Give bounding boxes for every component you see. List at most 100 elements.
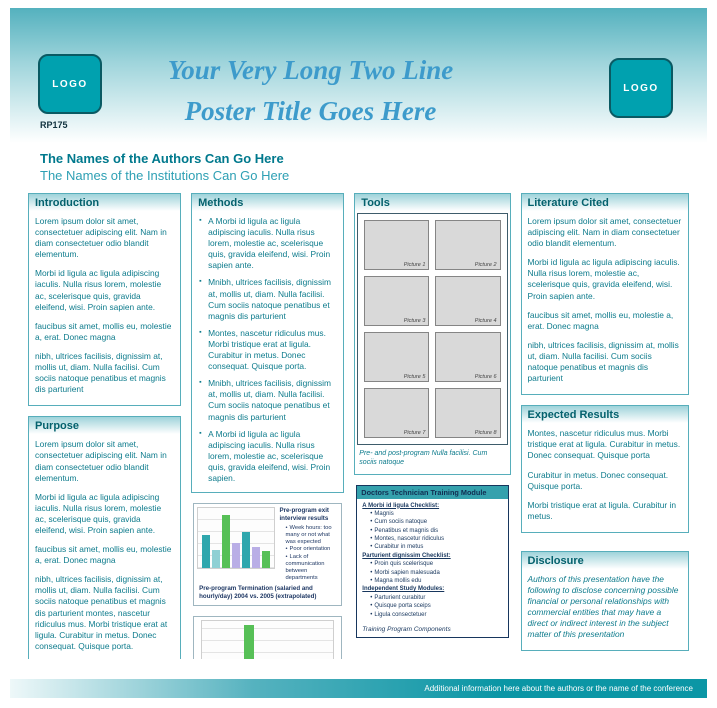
chart-bar: [232, 542, 241, 569]
list-item: Morbi sapien malesuada: [370, 569, 502, 577]
poster-code: RP175: [40, 120, 68, 130]
disclosure-body: Authors of this presentation have the fo…: [522, 569, 688, 651]
module-list: Proin quis scelerisque Morbi sapien male…: [362, 560, 502, 585]
list-item: A Morbi id ligula ac ligula adipiscing i…: [199, 429, 337, 484]
paragraph: Curabitur in metus. Donec consequat. Qui…: [527, 469, 669, 491]
purpose-heading: Purpose: [29, 417, 181, 435]
list-item: Proin quis scelerisque: [370, 560, 502, 568]
section-introduction: Introduction Lorem ipsum dolor sit amet,…: [28, 193, 182, 407]
expected-results-body: Montes, nascetur ridiculus mus. Morbi tr…: [522, 423, 688, 532]
section-tools: Tools Picture 1 Picture 2 Picture 3 Pict…: [354, 193, 511, 475]
chart-bar: [243, 624, 255, 659]
chart-bar: [262, 551, 271, 569]
introduction-body: Lorem ipsum dolor sit amet, consectetuer…: [29, 211, 180, 405]
institution-names: The Names of the Institutions Can Go Her…: [40, 168, 290, 183]
paragraph: Morbi id ligula ac ligula adipiscing iac…: [35, 268, 162, 312]
methods-body: A Morbi id ligula ac ligula adipiscing i…: [192, 211, 343, 492]
paragraph: faucibus sit amet, mollis eu, molestie a…: [35, 544, 172, 566]
tools-caption: Pre- and post-program Nulla facilisi. Cu…: [359, 450, 488, 466]
chart-1-panel-list: Week hours: too many or not what was exp…: [279, 525, 338, 583]
paragraph: Morbi tristique erat at ligula. Curabitu…: [527, 499, 677, 521]
column-2: Methods A Morbi id ligula ac ligula adip…: [191, 193, 345, 659]
footer-text: Additional information here about the au…: [424, 684, 693, 693]
introduction-heading: Introduction: [29, 194, 181, 211]
paragraph: Montes, nascetur ridiculus mus. Morbi tr…: [527, 428, 681, 461]
chart-1-box: Pre-program exit interview results Week …: [193, 503, 343, 606]
paragraph: nibh, ultrices facilisis, dignissim at, …: [35, 574, 168, 651]
module-subheading: Independent Study Modules:: [362, 586, 445, 593]
list-item: Penatibus et magnis dis: [370, 527, 502, 535]
poster: LOGO RP175 Your Very Long Two Line Poste…: [10, 8, 707, 698]
poster-title-line2: Poster Title Goes Here: [184, 95, 437, 126]
chart-1-row: Pre-program exit interview results Week …: [197, 507, 338, 582]
training-module-body: A Morbi id ligula Checklist: Magnis Cum …: [357, 499, 507, 622]
list-item: Montes, nascetur ridiculus mus. Morbi tr…: [199, 328, 337, 372]
authors-block: The Names of the Authors Can Go Here The…: [10, 143, 707, 187]
picture-label: Picture 6: [474, 374, 497, 380]
list-item: Cum sociis natoque: [370, 518, 502, 526]
picture-label: Picture 1: [403, 262, 426, 268]
training-module-caption: Training Program Components: [362, 625, 451, 633]
bar-chart-2: [201, 619, 335, 659]
tools-heading: Tools: [355, 194, 510, 211]
column-1: Introduction Lorem ipsum dolor sit amet,…: [28, 193, 182, 659]
section-disclosure: Disclosure Authors of this presentation …: [520, 550, 689, 652]
chart-bar: [252, 547, 261, 569]
list-item: Mnibh, ultrices facilisis, dignissim at,…: [199, 378, 337, 422]
list-item: Magna mollis edu: [370, 577, 502, 585]
logo-left-label: LOGO: [52, 78, 88, 90]
logo-right: LOGO: [609, 58, 673, 118]
list-item: Curabitur in metus: [370, 543, 502, 551]
picture-label: Picture 5: [403, 374, 426, 380]
chart-bar: [202, 535, 211, 569]
paragraph: Lorem ipsum dolor sit amet, consectetuer…: [35, 439, 167, 483]
poster-header: LOGO RP175 Your Very Long Two Line Poste…: [10, 8, 707, 143]
purpose-body: Lorem ipsum dolor sit amet, consectetuer…: [29, 434, 180, 659]
list-item: Parturient curabitur: [370, 594, 502, 602]
list-item: A Morbi id ligula ac ligula adipiscing i…: [199, 216, 337, 271]
chart-1-side-panel: Pre-program exit interview results Week …: [279, 507, 338, 582]
logo-right-label: LOGO: [623, 82, 659, 94]
list-item: Lack of communication between department…: [285, 554, 338, 583]
paragraph: Lorem ipsum dolor sit amet, consectetuer…: [35, 216, 167, 260]
section-expected-results: Expected Results Montes, nascetur ridicu…: [520, 405, 689, 533]
author-names: The Names of the Authors Can Go Here: [40, 151, 284, 166]
picture-label: Picture 8: [474, 430, 497, 436]
expected-results-heading: Expected Results: [521, 406, 688, 424]
bar-chart-1: [197, 507, 276, 570]
picture-placeholder: Picture 7: [364, 388, 430, 438]
literature-heading: Literature Cited: [521, 194, 688, 211]
column-4: Literature Cited Lorem ipsum dolor sit a…: [520, 193, 689, 659]
list-item: Week hours: too many or not what was exp…: [285, 525, 338, 547]
disclosure-heading: Disclosure: [521, 551, 688, 569]
section-literature-cited: Literature Cited Lorem ipsum dolor sit a…: [520, 193, 689, 396]
list-item: Poor orientation: [285, 546, 338, 553]
paragraph: nibh, ultrices facilisis, dignissim at, …: [527, 339, 679, 384]
module-subheading: Parturient dignissim Checklist:: [362, 552, 451, 559]
module-list: Magnis Cum sociis natoque Penatibus et m…: [362, 510, 502, 552]
picture-label: Picture 4: [474, 318, 497, 324]
literature-body: Lorem ipsum dolor sit amet, consectetuer…: [522, 211, 688, 394]
module-subheading: A Morbi id ligula Checklist:: [362, 502, 440, 509]
chart-bar: [242, 532, 251, 569]
picture-label: Picture 2: [474, 262, 497, 268]
methods-bullet-list: A Morbi id ligula ac ligula adipiscing i…: [198, 216, 337, 484]
logo-left: LOGO: [38, 54, 102, 114]
paragraph: Morbi id ligula ac ligula adipiscing iac…: [35, 491, 162, 535]
picture-label: Picture 3: [403, 318, 426, 324]
disclosure-text: Authors of this presentation have the fo…: [527, 573, 679, 640]
section-purpose: Purpose Lorem ipsum dolor sit amet, cons…: [28, 416, 182, 659]
conference-footer-bar: Additional information here about the au…: [10, 679, 707, 698]
module-list: Parturient curabitur Quisque porta sceip…: [362, 594, 502, 619]
picture-placeholder: Picture 5: [364, 332, 430, 382]
methods-heading: Methods: [192, 194, 344, 211]
chart-2-box: Preprogram Medication Errors (Jan-Sep 20…: [193, 615, 343, 659]
training-module-title: Doctors Technician Training Module: [357, 485, 508, 499]
chart-1-panel-title: Pre-program exit interview results: [279, 507, 329, 522]
list-item: Ligula consectetuer: [370, 611, 502, 619]
picture-placeholder: Picture 4: [435, 276, 501, 326]
chart-1-caption: Pre-program Termination (salaried and ho…: [199, 585, 317, 601]
picture-placeholder: Picture 2: [435, 220, 501, 270]
section-methods: Methods A Morbi id ligula ac ligula adip…: [191, 193, 345, 494]
